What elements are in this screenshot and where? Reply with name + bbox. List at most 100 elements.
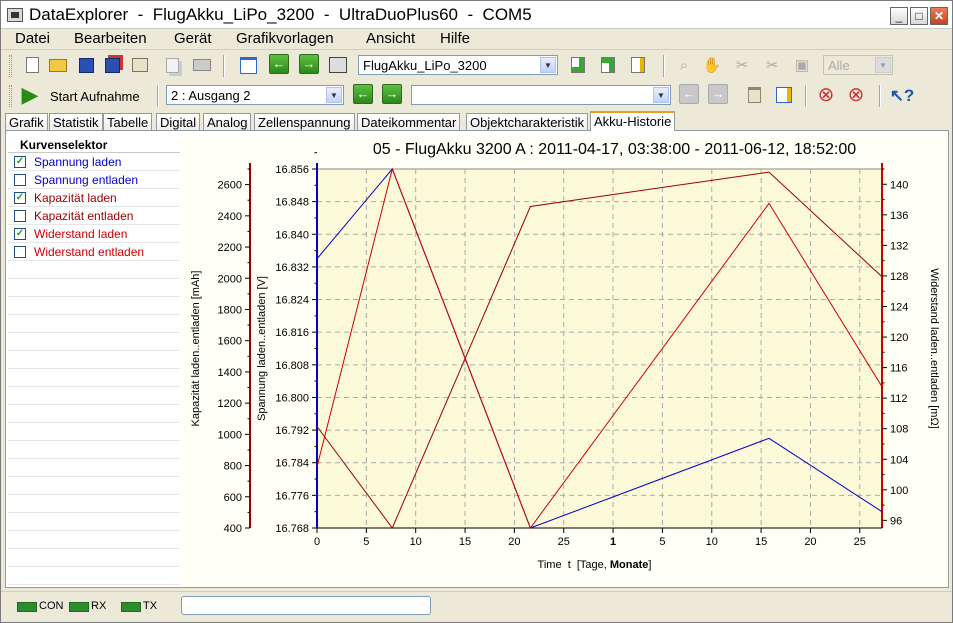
cut-2-icon[interactable]: ✂ (765, 56, 779, 74)
chevron-down-icon[interactable]: ▼ (875, 57, 891, 73)
voltage-tick-label: 16.832 (275, 262, 309, 274)
previous-arrow-icon[interactable]: ← (269, 54, 289, 74)
chevron-down-icon[interactable]: ▼ (540, 57, 556, 73)
checkbox-checked-icon[interactable]: ✓ (14, 192, 26, 204)
status-message-field (181, 596, 431, 615)
start-recording-button[interactable]: Start Aufnahme (50, 89, 140, 104)
previous-channel-icon[interactable]: ← (353, 84, 373, 104)
resistance-tick-label: 108 (890, 424, 908, 436)
checklist-icon[interactable] (237, 54, 259, 76)
resistance-tick-label: 112 (890, 393, 908, 405)
resistance-tick-label: 96 (890, 515, 902, 527)
next-channel-icon[interactable]: → (382, 84, 402, 104)
menu-geraet[interactable]: Gerät (174, 30, 212, 47)
properties-icon[interactable] (129, 54, 151, 76)
save-as-icon[interactable] (101, 54, 123, 76)
title-bar: DataExplorer - FlugAkku_LiPo_3200 - Ultr… (1, 1, 952, 29)
menu-bearbeiten[interactable]: Bearbeiten (74, 30, 147, 47)
pan-icon[interactable]: ✋ (702, 56, 722, 74)
save-icon[interactable] (75, 54, 97, 76)
maximize-button[interactable]: □ (910, 7, 928, 25)
chart-title: 05 - FlugAkku 3200 A : 2011-04-17, 03:38… (373, 141, 856, 158)
capacity-tick-label: 600 (224, 492, 242, 504)
x-tick-label: 10 (706, 536, 718, 548)
next-record-icon[interactable]: → (708, 84, 728, 104)
tx-led-icon (121, 602, 141, 612)
tab-dateikommentar[interactable]: Dateikommentar (357, 113, 461, 131)
chevron-down-icon[interactable]: ▼ (653, 87, 669, 103)
cut-icon[interactable]: ✂ (735, 56, 749, 74)
curve-selector-empty-row (8, 513, 180, 531)
export-icon[interactable] (597, 54, 619, 76)
curve-selector-label: Spannung entladen (34, 173, 139, 187)
capacity-tick-label: 2200 (218, 242, 242, 254)
voltage-tick-label: 16.824 (275, 295, 309, 307)
voltage-tick-label: 16.848 (275, 197, 309, 209)
tab-objektcharakteristik[interactable]: Objektcharakteristik (466, 113, 589, 131)
help-icon[interactable]: ↖? (889, 85, 915, 105)
toolbar-separator (879, 85, 881, 107)
file-combo[interactable]: FlugAkku_LiPo_3200 ▼ (358, 55, 558, 75)
x-axis-label: Time t [Tage, Monate] (538, 559, 652, 571)
new-file-icon[interactable] (21, 54, 43, 76)
checkbox-checked-icon[interactable]: ✓ (14, 228, 26, 240)
checkbox-icon[interactable] (14, 174, 26, 186)
zoom-icon[interactable]: ⌕ (679, 56, 689, 74)
device-icon[interactable] (327, 54, 349, 76)
checkbox-icon[interactable] (14, 246, 26, 258)
disconnect-icon[interactable]: ⊗ (817, 84, 835, 106)
tab-statistik[interactable]: Statistik (49, 113, 103, 131)
print-icon[interactable] (191, 54, 213, 76)
curve-selector-label: Kapazität laden (34, 191, 117, 205)
menu-datei[interactable]: Datei (15, 30, 51, 47)
minimize-button[interactable]: _ (890, 7, 908, 25)
curve-selector-empty-row (8, 369, 180, 387)
curve-selector-item[interactable]: Widerstand entladen (8, 243, 180, 261)
play-icon[interactable]: ▶ (21, 82, 39, 107)
fit-icon[interactable]: ▣ (794, 56, 810, 74)
curve-selector-item[interactable]: Spannung entladen (8, 171, 180, 189)
checkbox-icon[interactable] (14, 210, 26, 222)
curve-selector-empty-row (8, 333, 180, 351)
x-tick-label: 0 (314, 536, 320, 548)
capacity-tick-label: 800 (224, 461, 242, 473)
curve-selector-item[interactable]: ✓ Spannung laden (8, 153, 180, 171)
curve-selector-item[interactable]: ✓ Kapazität laden (8, 189, 180, 207)
curve-selector-empty-row (8, 459, 180, 477)
chevron-down-icon[interactable]: ▼ (326, 87, 342, 103)
copy-icon[interactable] (161, 54, 183, 76)
menu-hilfe[interactable]: Hilfe (440, 30, 471, 47)
capacity-tick-label: 2000 (218, 273, 242, 285)
menu-grafikvorlagen[interactable]: Grafikvorlagen (236, 30, 334, 47)
tab-analog[interactable]: Analog (203, 113, 252, 131)
filter-combo[interactable]: Alle ▼ (823, 55, 893, 75)
edit-comment-icon[interactable] (773, 84, 795, 106)
edit-icon[interactable] (627, 54, 649, 76)
menu-ansicht[interactable]: Ansicht (366, 30, 416, 47)
close-button[interactable]: ✕ (930, 7, 948, 25)
tab-grafik[interactable]: Grafik (5, 113, 48, 131)
resistance-axis-label: Widerstand laden..entladen [mΩ] (928, 268, 940, 428)
checkbox-checked-icon[interactable]: ✓ (14, 156, 26, 168)
tab-tabelle[interactable]: Tabelle (103, 113, 153, 131)
record-combo[interactable]: ▼ (411, 85, 671, 105)
curve-selector-item[interactable]: Kapazität entladen (8, 207, 180, 225)
tab-digital[interactable]: Digital (156, 113, 201, 131)
add-record-icon[interactable] (567, 54, 589, 76)
file-combo-value: FlugAkku_LiPo_3200 (363, 58, 487, 73)
open-folder-icon[interactable] (47, 54, 69, 76)
next-arrow-icon[interactable]: → (299, 54, 319, 74)
main-toolbar: ← → FlugAkku_LiPo_3200 ▼ ⌕ ✋ ✂ ✂ ▣ Alle ▼ (1, 51, 952, 80)
tab-akku-historie[interactable]: Akku-Historie (590, 111, 676, 131)
tab-zellenspannung[interactable]: Zellenspannung (254, 113, 355, 131)
delete-icon[interactable] (743, 84, 765, 106)
toolbar-grip (9, 55, 12, 77)
capacity-tick-label: 2400 (218, 211, 242, 223)
disconnect-2-icon[interactable]: ⊗ (847, 84, 865, 106)
channel-combo[interactable]: 2 : Ausgang 2 ▼ (166, 85, 344, 105)
resistance-tick-label: 104 (890, 454, 908, 466)
curve-selector-item[interactable]: ✓ Widerstand laden (8, 225, 180, 243)
previous-record-icon[interactable]: ← (679, 84, 699, 104)
voltage-tick-label: 16.792 (275, 425, 309, 437)
